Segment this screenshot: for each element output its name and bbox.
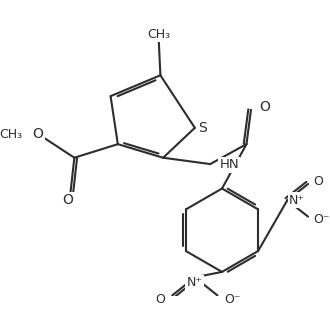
- Text: HN: HN: [219, 159, 239, 172]
- Text: O: O: [314, 175, 323, 188]
- Text: O: O: [155, 294, 165, 307]
- Text: CH₃: CH₃: [0, 128, 23, 141]
- Text: O⁻: O⁻: [225, 294, 241, 307]
- Text: N⁺: N⁺: [187, 276, 203, 289]
- Text: O⁻: O⁻: [314, 213, 330, 226]
- Text: O: O: [63, 193, 74, 207]
- Text: O: O: [33, 127, 44, 141]
- Text: S: S: [198, 121, 207, 135]
- Text: CH₃: CH₃: [147, 28, 170, 41]
- Text: N⁺: N⁺: [289, 194, 305, 207]
- Text: O: O: [259, 100, 270, 114]
